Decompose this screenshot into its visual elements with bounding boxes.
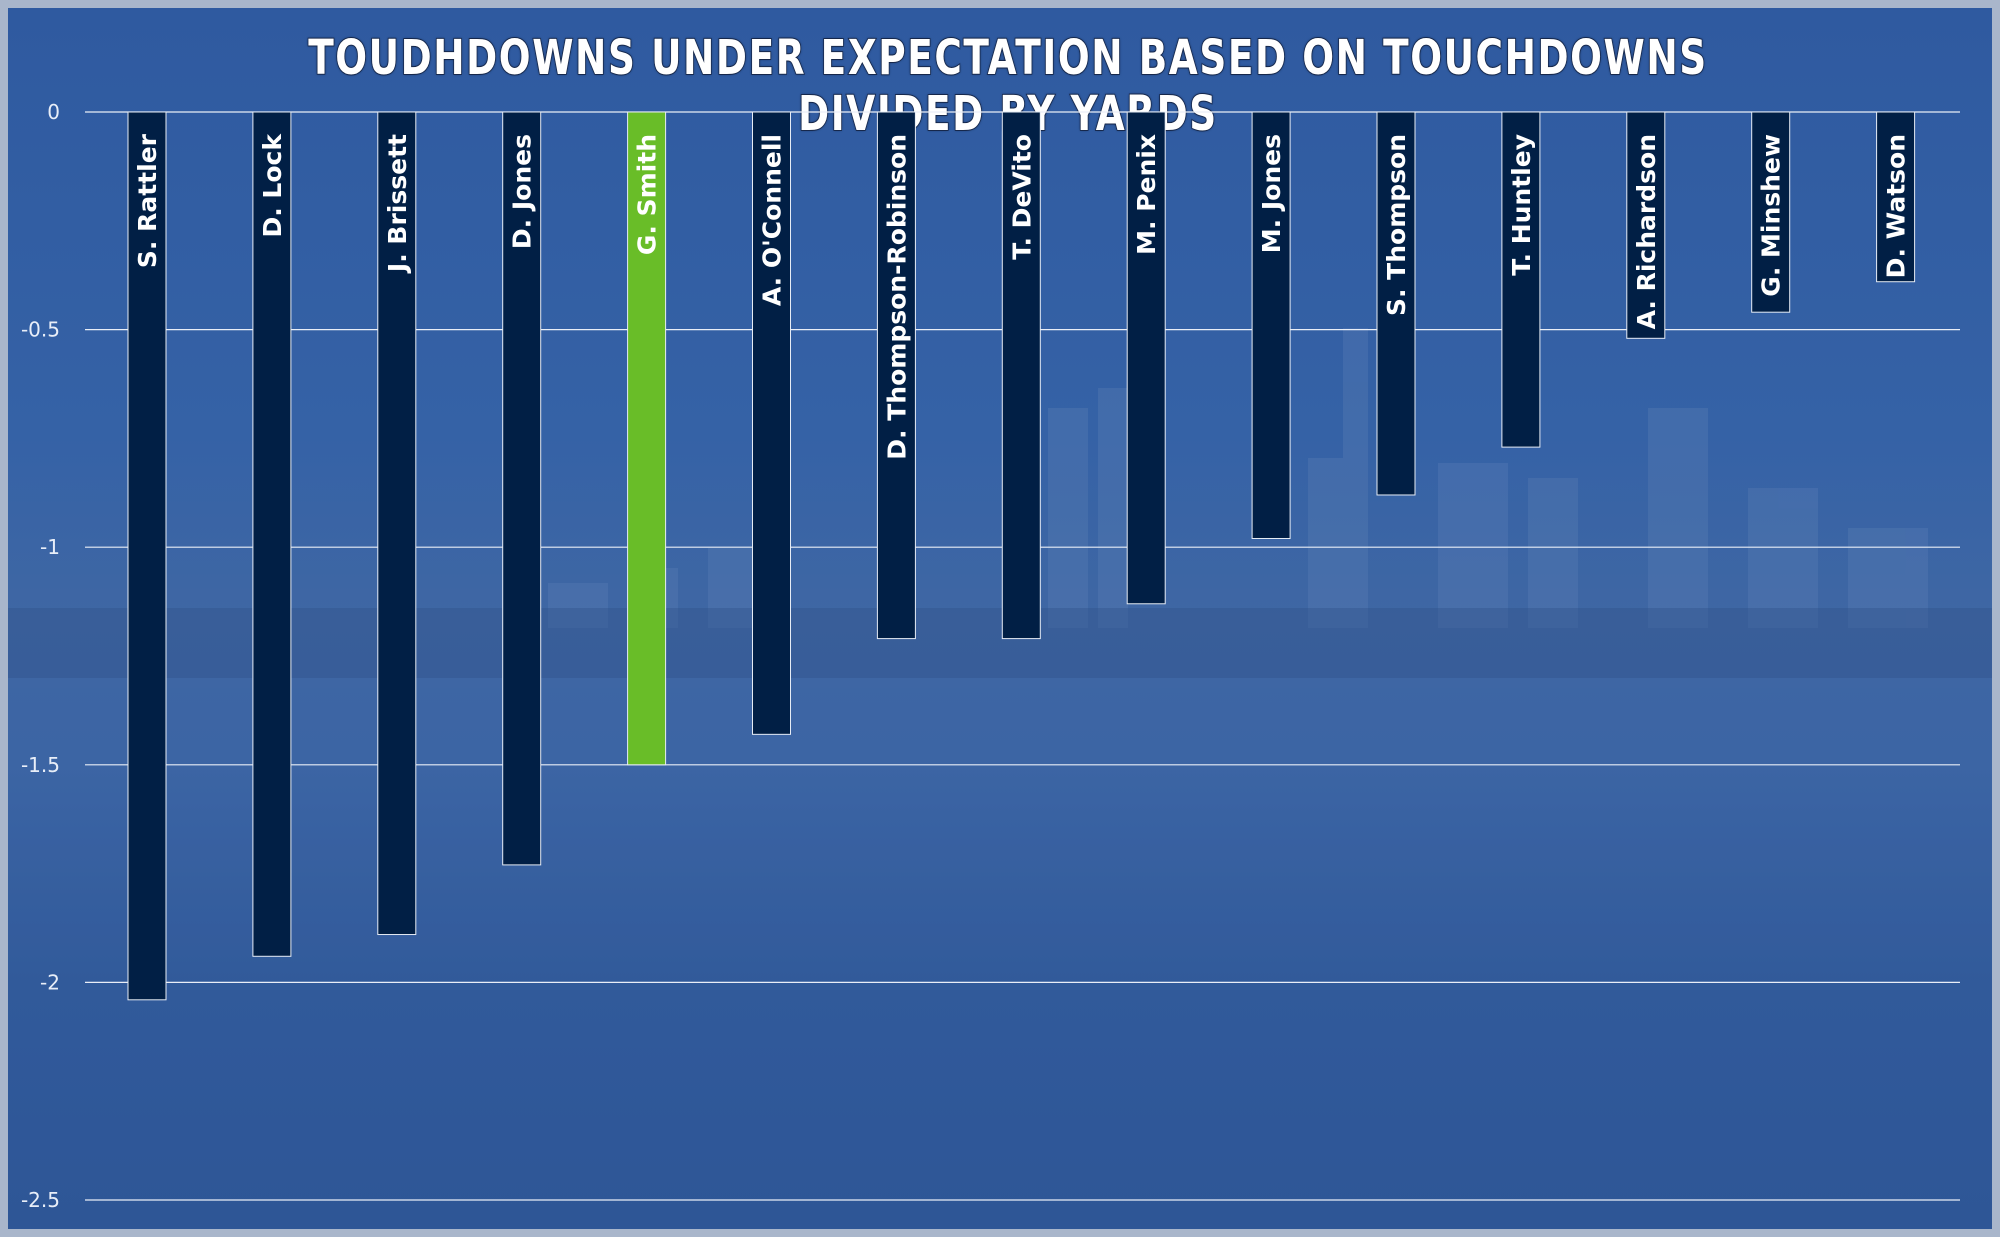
y-tick-label: -1.5	[21, 753, 60, 777]
y-tick-label: -2	[40, 970, 60, 994]
bar	[502, 111, 542, 866]
bar	[127, 111, 167, 1001]
bar-label: A. O'Connell	[758, 134, 787, 306]
bar	[1626, 111, 1666, 339]
bar-label: M. Jones	[1257, 134, 1286, 253]
bar	[1501, 111, 1541, 448]
bar	[377, 111, 417, 936]
bar	[752, 111, 791, 735]
bar-label: A. Richardson	[1632, 134, 1661, 329]
bar	[1876, 111, 1916, 283]
bar	[1001, 111, 1041, 640]
y-tick-label: -2.5	[21, 1188, 60, 1212]
bar	[252, 111, 292, 957]
bar	[1376, 111, 1416, 496]
bar-label: T. Huntley	[1507, 134, 1536, 276]
bar-label: T. DeVito	[1007, 134, 1036, 260]
bar-label: D. Lock	[258, 133, 287, 238]
bar-label: S. Rattler	[133, 133, 162, 268]
bar	[876, 111, 916, 640]
bars: S. Rattler D. Lock J. Brissett D. Jones G. S…	[127, 111, 1916, 1001]
bar-label: D. Jones	[508, 134, 537, 249]
background-skyline-art	[8, 328, 1992, 1229]
bar	[1751, 111, 1791, 313]
bar-label: M. Penix	[1132, 134, 1161, 255]
y-tick-label: 0	[47, 100, 60, 124]
bar	[1126, 111, 1166, 605]
bar-label: G. Minshew	[1757, 134, 1786, 297]
y-tick-label: -0.5	[21, 318, 60, 342]
bar-label: G. Smith	[633, 134, 662, 255]
bar	[627, 111, 667, 766]
bar-chart: 0 -0.5 -1 -1.5 -2 -2.5 S. Rattler D. Lock J. Br…	[21, 100, 1960, 1212]
bar-label: S. Thompson	[1382, 134, 1411, 316]
y-axis-tick-labels: 0 -0.5 -1 -1.5 -2 -2.5	[21, 100, 60, 1212]
bar-label: J. Brissett	[383, 134, 412, 274]
bar-label: D. Thompson-Robinson	[882, 134, 911, 460]
bar-label: D. Watson	[1882, 134, 1911, 278]
bar	[1251, 111, 1291, 539]
y-tick-label: -1	[40, 535, 60, 559]
